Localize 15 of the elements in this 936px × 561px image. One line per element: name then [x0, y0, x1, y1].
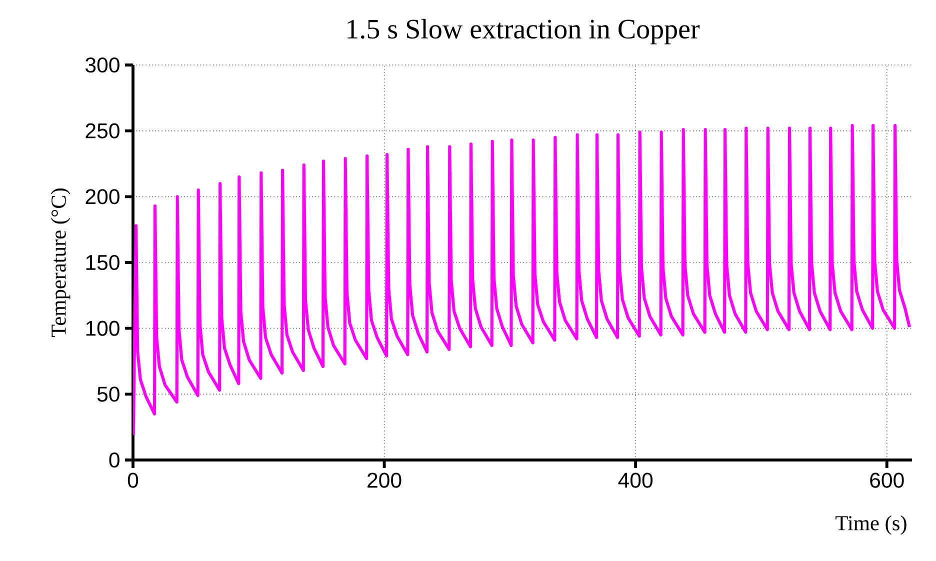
- x-tick-label: 400: [618, 472, 653, 488]
- y-tick-label: 150: [86, 254, 120, 270]
- y-axis-title: Temperature (°C): [50, 188, 70, 338]
- x-tick-label: 200: [368, 472, 402, 488]
- x-tick-label: 600: [870, 472, 904, 488]
- y-tick-label: 250: [86, 123, 120, 138]
- chart-title: 1.5 s Slow extraction in Copper: [348, 18, 700, 44]
- line-series: [133, 124, 912, 437]
- y-tick-label: 300: [86, 57, 120, 73]
- x-axis-title: Time (s): [836, 515, 906, 535]
- y-tick-label: 100: [86, 320, 120, 336]
- y-tick-label: 0: [109, 452, 120, 468]
- y-tick-label: 50: [97, 386, 120, 402]
- x-tick-label: 0: [128, 472, 138, 488]
- y-tick-label: 200: [86, 189, 120, 204]
